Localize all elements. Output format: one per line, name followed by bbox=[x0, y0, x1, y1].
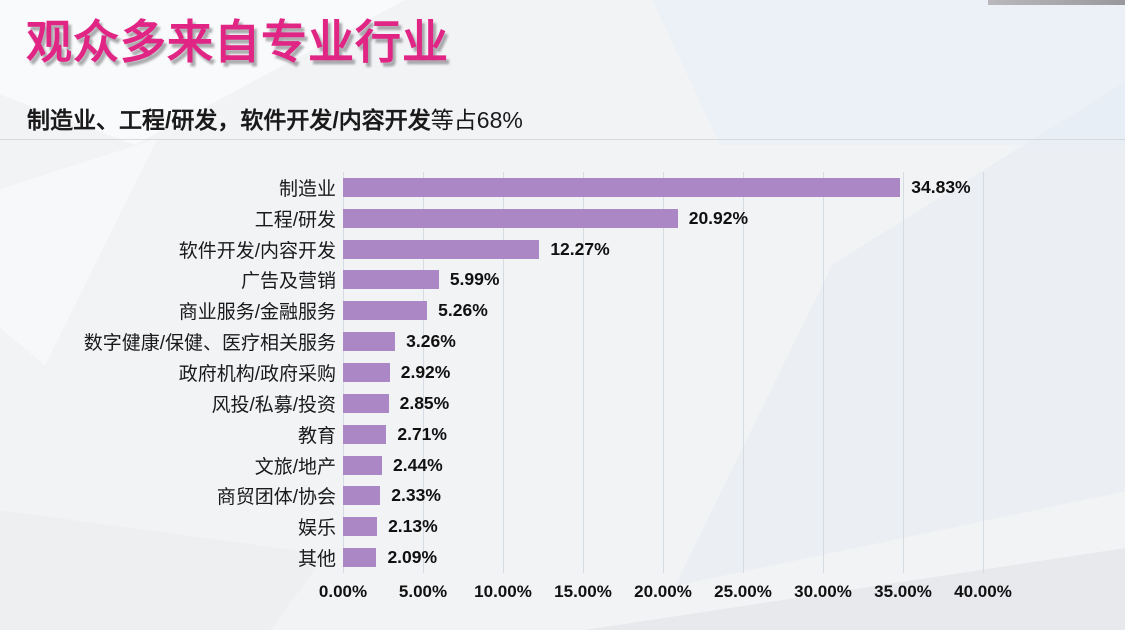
category-label: 制造业 bbox=[278, 178, 336, 200]
bar-value-label: 34.83% bbox=[911, 176, 971, 197]
subtitle-highlight: 制造业、工程/研发，软件开发/内容开发 bbox=[27, 107, 431, 133]
bar-value-label: 5.99% bbox=[449, 269, 500, 290]
x-axis-tick-label: 10.00% bbox=[474, 582, 532, 601]
x-axis-tick-label: 0.00% bbox=[318, 582, 368, 601]
chart-row: 风投/私募/投资 2.85% bbox=[0, 388, 1125, 419]
x-axis-tick-label: 35.00% bbox=[874, 582, 932, 601]
bar bbox=[343, 517, 378, 537]
chart-row: 广告及营销 5.99% bbox=[0, 265, 1125, 296]
bar-value-label: 2.71% bbox=[397, 423, 447, 444]
chart-row: 工程/研发 20.92% bbox=[0, 203, 1125, 234]
gridline bbox=[583, 172, 584, 573]
bar bbox=[343, 455, 383, 475]
category-label: 风投/私募/投资 bbox=[211, 394, 336, 416]
chart-row: 政府机构/政府采购 2.92% bbox=[0, 357, 1125, 388]
plot-area: 制造业 34.83% 工程/研发 20.92% 软件开发/内容开发 12.27% 广告及营销… bbox=[0, 172, 1125, 573]
bar-value-label: 12.27% bbox=[550, 238, 610, 259]
bar bbox=[343, 270, 439, 290]
bar bbox=[343, 301, 428, 321]
category-label: 文旅/地产 bbox=[254, 456, 336, 478]
gridline bbox=[903, 172, 904, 573]
category-label: 数字健康/保健、医疗相关服务 bbox=[83, 333, 336, 355]
gridline bbox=[423, 172, 424, 573]
bar-value-label: 2.13% bbox=[388, 516, 438, 537]
bar bbox=[343, 177, 901, 197]
chart-row: 娱乐 2.13% bbox=[0, 511, 1125, 542]
x-axis-tick-label: 20.00% bbox=[634, 582, 692, 601]
gridline bbox=[503, 172, 504, 573]
bar bbox=[343, 239, 540, 259]
chart-row: 制造业 34.83% bbox=[0, 172, 1125, 203]
x-axis: 0.00% 5.00% 10.00% 15.00% 20.00% 25.00% 30.00%… bbox=[0, 582, 1125, 612]
x-axis-tick-label: 15.00% bbox=[554, 582, 612, 601]
category-label: 软件开发/内容开发 bbox=[178, 240, 336, 262]
subtitle-rest: 等占68% bbox=[430, 107, 523, 133]
category-label: 其他 bbox=[297, 549, 336, 571]
chart-row: 数字健康/保健、医疗相关服务 3.26% bbox=[0, 326, 1125, 357]
category-label: 商贸团体/协会 bbox=[216, 487, 336, 509]
bar-value-label: 2.92% bbox=[400, 361, 451, 382]
bar-value-label: 5.26% bbox=[438, 300, 488, 321]
x-axis-tick-label: 30.00% bbox=[794, 582, 852, 601]
bar-value-label: 2.85% bbox=[399, 392, 450, 413]
x-axis-tick-label: 5.00% bbox=[398, 582, 448, 601]
header-divider bbox=[0, 139, 1125, 140]
bar bbox=[343, 424, 387, 444]
gridline bbox=[663, 172, 664, 573]
chart-row: 其他 2.09% bbox=[0, 542, 1125, 573]
chart-row: 软件开发/内容开发 12.27% bbox=[0, 234, 1125, 265]
bar bbox=[343, 332, 396, 352]
page-title: 观众多来自专业行业 bbox=[26, 16, 449, 68]
bar-value-label: 2.44% bbox=[393, 454, 443, 475]
chart-row: 教育 2.71% bbox=[0, 419, 1125, 450]
gridline bbox=[743, 172, 744, 573]
bar bbox=[343, 393, 389, 413]
category-label: 商业服务/金融服务 bbox=[178, 302, 336, 324]
bar bbox=[343, 208, 678, 228]
bar bbox=[343, 362, 390, 382]
bar bbox=[343, 486, 381, 506]
chart-row: 文旅/地产 2.44% bbox=[0, 450, 1125, 481]
chart-row: 商贸团体/协会 2.33% bbox=[0, 480, 1125, 511]
category-label: 广告及营销 bbox=[240, 271, 336, 293]
x-axis-tick-label: 25.00% bbox=[714, 582, 772, 601]
category-label: 娱乐 bbox=[297, 518, 336, 540]
category-label: 教育 bbox=[297, 425, 336, 447]
top-edge-accent-strip bbox=[988, 0, 1125, 5]
bar-value-label: 20.92% bbox=[688, 207, 749, 228]
bar-value-label: 2.33% bbox=[391, 485, 441, 506]
bar bbox=[343, 548, 377, 568]
chart-row: 商业服务/金融服务 5.26% bbox=[0, 295, 1125, 326]
category-label: 政府机构/政府采购 bbox=[178, 363, 336, 385]
gridline bbox=[983, 172, 984, 573]
bar-value-label: 2.09% bbox=[387, 547, 438, 568]
x-axis-tick-label: 40.00% bbox=[954, 582, 1012, 601]
page-subtitle: 制造业、工程/研发，软件开发/内容开发等占68% bbox=[27, 101, 523, 135]
category-label: 工程/研发 bbox=[254, 209, 336, 231]
bar-value-label: 3.26% bbox=[406, 331, 456, 352]
gridline bbox=[823, 172, 824, 573]
